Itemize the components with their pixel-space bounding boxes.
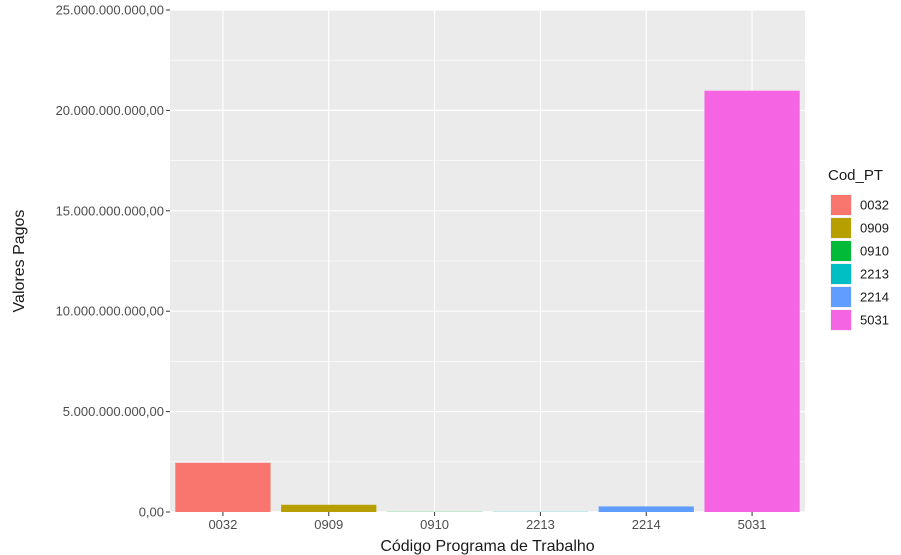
bar-5031	[704, 90, 800, 512]
x-tick-label: 5031	[738, 517, 767, 532]
legend-swatch-2214	[831, 287, 851, 307]
legend-label-2213: 2213	[860, 267, 889, 282]
y-axis: 0,00 5.000.000.000,00 10.000.000.000,00 15.…	[56, 3, 170, 520]
x-tick-label: 0032	[208, 517, 237, 532]
bars	[175, 90, 800, 512]
legend-swatch-0032	[831, 195, 851, 215]
x-axis-title: Código Programa de Trabalho	[380, 538, 594, 555]
x-axis: 0032 0909 0910 2213 2214 5031	[208, 512, 767, 532]
legend-label-0910: 0910	[860, 244, 889, 259]
legend-label-5031: 5031	[860, 313, 889, 328]
legend-label-0032: 0032	[860, 198, 889, 213]
legend-swatch-0909	[831, 218, 851, 238]
bar-0909	[281, 504, 377, 512]
legend-title: Cod_PT	[828, 167, 883, 184]
bar-2214	[598, 506, 694, 512]
legend-label-2214: 2214	[860, 290, 889, 305]
x-tick-label: 2213	[526, 517, 555, 532]
grid-major	[170, 9, 805, 513]
y-tick-label: 25.000.000.000,00	[56, 3, 164, 18]
y-axis-title: Valores Pagos	[11, 210, 28, 313]
x-tick-label: 0909	[314, 517, 343, 532]
y-tick-label: 20.000.000.000,00	[56, 103, 164, 118]
x-tick-label: 2214	[632, 517, 661, 532]
legend: Cod_PT 0032 0909 0910 2213 2214 5031	[828, 167, 889, 331]
y-tick-label: 15.000.000.000,00	[56, 203, 164, 218]
grid-minor	[170, 59, 805, 463]
y-tick-label: 10.000.000.000,00	[56, 304, 164, 319]
y-tick-label: 5.000.000.000,00	[63, 404, 164, 419]
x-tick-label: 0910	[420, 517, 449, 532]
legend-swatch-5031	[831, 310, 851, 330]
y-tick-label: 0,00	[139, 505, 164, 520]
bar-0032	[175, 462, 271, 512]
legend-swatch-0910	[831, 241, 851, 261]
legend-swatch-2213	[831, 264, 851, 284]
legend-label-0909: 0909	[860, 221, 889, 236]
